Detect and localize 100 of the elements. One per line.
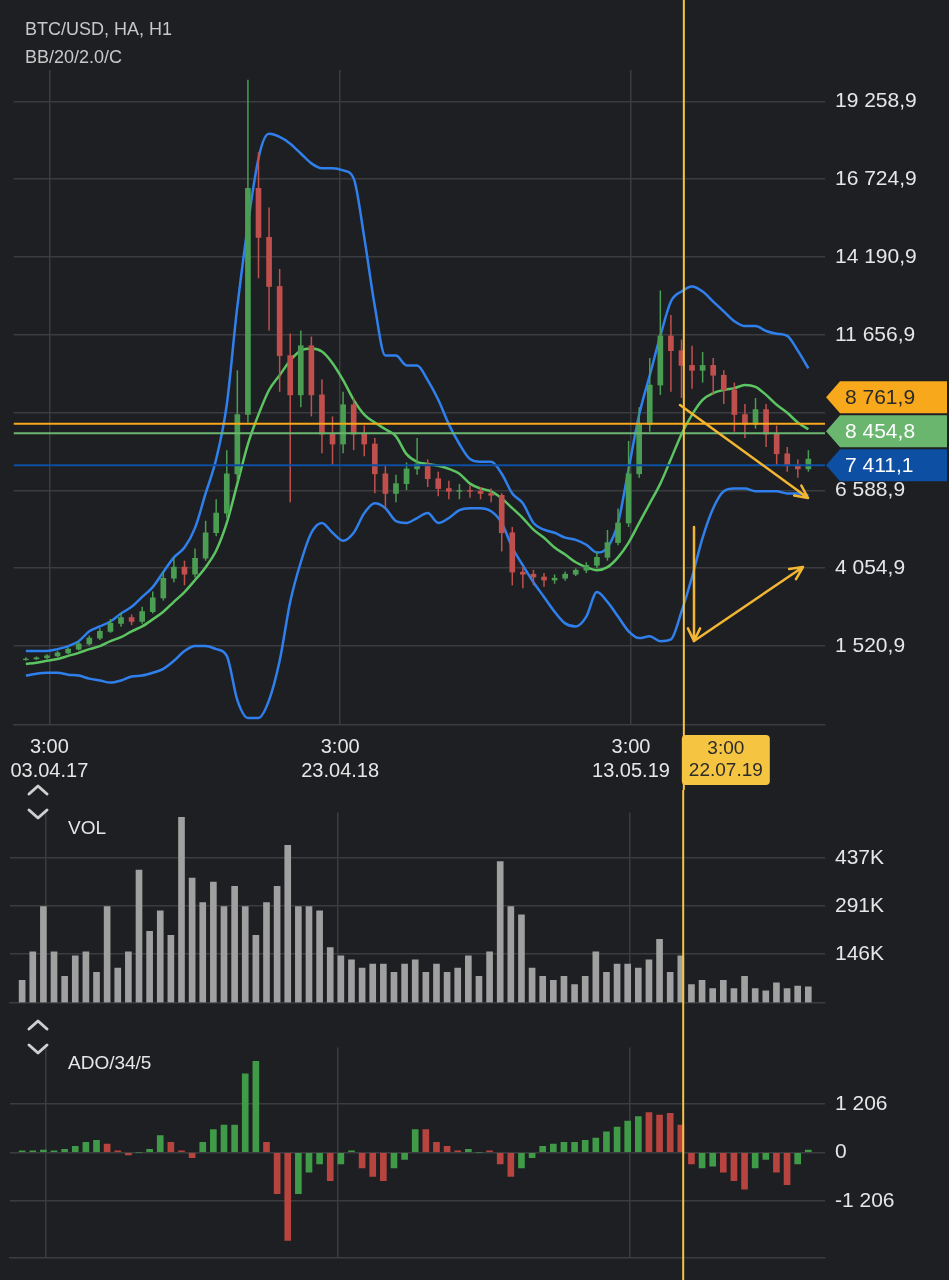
bar	[709, 988, 717, 1003]
bar	[634, 1116, 642, 1153]
bar	[29, 951, 37, 1003]
bar	[369, 1152, 377, 1177]
bar	[103, 906, 111, 1003]
bar	[199, 1142, 207, 1153]
bar	[295, 1152, 302, 1194]
bar	[71, 955, 79, 1003]
ref-line-label: 7 411,1	[845, 452, 914, 476]
bar	[210, 1129, 217, 1153]
bar	[603, 971, 610, 1003]
bar	[762, 1152, 770, 1160]
y-axis-title: ADO/34/5	[68, 1051, 152, 1073]
y-tick-label: 1 206	[835, 1090, 888, 1114]
bar	[199, 902, 207, 1003]
bar	[581, 975, 589, 1003]
candlestick	[435, 470, 442, 497]
bar	[401, 963, 408, 1003]
bar	[465, 955, 472, 1003]
bar	[273, 1152, 281, 1194]
y-tick-label: 19 258,9	[835, 88, 917, 112]
bar	[93, 971, 100, 1003]
bar	[273, 886, 281, 1003]
bar	[486, 951, 493, 1003]
bar	[550, 979, 557, 1003]
ref-line-label: 8 454,8	[845, 418, 916, 442]
bar	[125, 951, 132, 1003]
bar	[50, 951, 58, 1003]
ref-line-label: 3:00 22.07.19	[688, 737, 763, 781]
bar	[337, 955, 345, 1003]
bar	[167, 1142, 175, 1153]
bar	[305, 1152, 313, 1173]
bar	[61, 975, 68, 1003]
bar	[592, 951, 600, 1003]
y-tick-label: 16 724,9	[835, 165, 917, 189]
bar	[741, 975, 748, 1003]
chart-subtitle: BB/20/2.0/C	[25, 46, 123, 67]
bar	[719, 979, 727, 1003]
y-tick-label: 437K	[835, 844, 885, 868]
bar	[539, 1146, 547, 1153]
y-tick-label: 14 190,9	[835, 243, 917, 267]
bar	[380, 1152, 387, 1182]
bar	[326, 947, 334, 1003]
bar	[369, 963, 377, 1003]
bar	[188, 877, 196, 1003]
bar	[624, 1120, 632, 1153]
bar	[252, 934, 260, 1003]
bar	[135, 869, 143, 1003]
bar	[762, 990, 770, 1003]
bar	[539, 975, 547, 1003]
bar	[252, 1060, 260, 1153]
bar	[411, 1129, 419, 1153]
bar	[751, 988, 759, 1003]
bar	[571, 984, 578, 1003]
bar	[741, 1152, 748, 1190]
bar	[326, 1152, 334, 1182]
y-tick-label: 11 656,9	[835, 321, 916, 345]
bar	[71, 1146, 79, 1153]
bar	[507, 906, 515, 1003]
bar	[581, 1140, 589, 1153]
bar	[794, 1152, 802, 1165]
bar	[560, 1142, 568, 1153]
line-series	[24, 487, 810, 720]
bar	[550, 1143, 557, 1153]
bar	[730, 1152, 738, 1182]
y-tick-label: 6 588,9	[835, 477, 906, 501]
y-axis-title: VOL	[68, 816, 107, 838]
bar	[156, 1135, 164, 1153]
bar	[114, 967, 122, 1003]
bar	[709, 1152, 717, 1167]
bar	[231, 886, 238, 1003]
y-tick-label: 146K	[835, 940, 885, 964]
x-tick-label: 3:00 03.04.17	[10, 734, 89, 781]
bar	[433, 1142, 440, 1153]
bar	[156, 910, 164, 1003]
ref-line-label: 8 761,9	[845, 384, 916, 408]
y-tick-label: 291K	[835, 892, 885, 916]
bar	[656, 1114, 663, 1153]
bar	[263, 1142, 270, 1153]
bar	[592, 1137, 600, 1153]
y-tick-label: 0	[835, 1139, 847, 1163]
x-tick-label: 3:00 13.05.19	[592, 734, 670, 781]
bar	[61, 1148, 68, 1153]
chart-title: BTC/USD, HA, H1	[25, 18, 173, 39]
y-tick-label: 1 520,9	[835, 632, 906, 656]
bar	[666, 971, 674, 1003]
bar	[284, 845, 292, 1003]
bar	[751, 1152, 759, 1169]
bar	[284, 1152, 292, 1241]
bar	[40, 906, 47, 1003]
bar	[465, 1148, 472, 1153]
bar	[656, 938, 663, 1003]
bar	[719, 1152, 727, 1173]
bar	[422, 1129, 430, 1153]
bar	[146, 1148, 153, 1153]
bar	[645, 1112, 653, 1153]
bar	[401, 1152, 408, 1160]
bar	[443, 1146, 451, 1153]
bar	[645, 959, 653, 1003]
bar	[496, 1152, 504, 1165]
